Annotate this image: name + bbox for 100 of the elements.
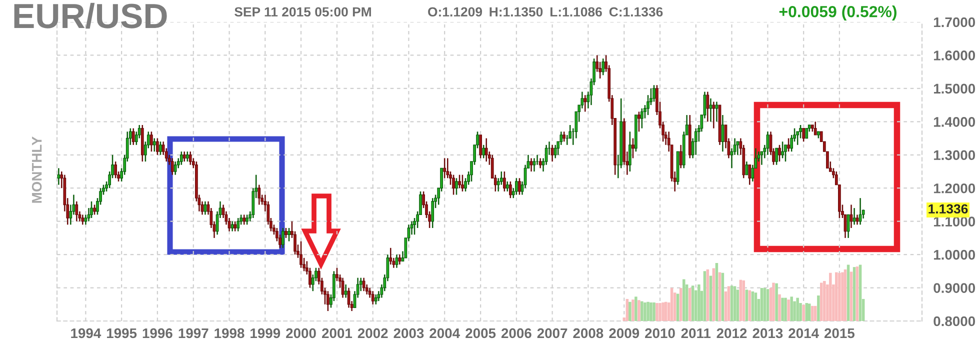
candlestick	[236, 217, 240, 232]
x-tick-label: 2012	[716, 328, 747, 338]
bar	[790, 296, 793, 321]
bar	[656, 303, 658, 321]
y-tick-label: 1.3000	[934, 150, 976, 160]
bar	[703, 271, 706, 321]
candlestick	[778, 144, 781, 162]
bar	[751, 291, 754, 321]
candlestick	[715, 101, 718, 122]
bar	[706, 269, 710, 321]
candlestick	[562, 131, 566, 142]
x-tick-label: 2008	[573, 328, 604, 338]
x-tick-label: 1996	[142, 328, 172, 338]
x-tick-label: 2001	[322, 328, 352, 338]
x-tick-label: 2003	[394, 328, 424, 338]
candlestick	[81, 214, 84, 226]
bar	[709, 276, 712, 321]
candlestick	[57, 168, 60, 186]
candlestick	[602, 58, 605, 76]
x-tick-label: 2010	[645, 328, 675, 338]
x-tick-label: 2000	[286, 328, 316, 338]
candlestick	[736, 140, 740, 156]
candlestick	[799, 124, 802, 139]
candlestick	[186, 150, 189, 162]
candlestick	[156, 138, 159, 156]
candlestick	[389, 247, 392, 266]
bar	[688, 288, 692, 321]
bar	[858, 264, 862, 321]
y-axis-title: MONTHLY	[32, 136, 42, 203]
bar	[775, 283, 778, 321]
candlestick	[170, 158, 174, 176]
x-tick-label: 2014	[788, 328, 819, 338]
candlestick	[479, 134, 482, 159]
candlestick	[802, 128, 806, 142]
bar	[787, 300, 790, 321]
bar	[670, 288, 674, 321]
candlestick	[640, 108, 644, 129]
bar	[796, 298, 799, 321]
bar	[730, 286, 734, 321]
bar	[766, 289, 770, 321]
candlestick	[443, 158, 446, 179]
candlestick	[258, 184, 261, 206]
candlestick	[775, 148, 778, 166]
candlestick	[482, 144, 486, 159]
text: SEP 11 2015 05:00 PM	[234, 7, 371, 17]
text: L:1.1086	[550, 7, 602, 17]
candlestick	[709, 98, 712, 122]
candlestick	[856, 214, 859, 226]
candlestick	[288, 227, 290, 242]
candlestick	[652, 84, 656, 102]
bar	[811, 306, 814, 321]
candlestick	[805, 128, 808, 139]
candlestick	[90, 200, 93, 219]
x-tick-label: 2002	[358, 328, 388, 338]
bar	[682, 279, 686, 321]
text: +0.0059 (0.52%)	[779, 6, 896, 20]
bar	[698, 284, 700, 321]
x-tick-label: 1999	[250, 328, 280, 338]
x-tick-label: 2004	[430, 328, 460, 338]
chart-title: EUR/USD	[14, 2, 167, 29]
text: O:1.1209	[428, 7, 482, 17]
candlestick	[180, 150, 183, 166]
candlestick	[246, 214, 248, 226]
bar	[802, 304, 805, 321]
bar	[644, 302, 646, 321]
candlestick	[560, 131, 563, 146]
bar	[784, 298, 787, 321]
bar	[691, 286, 694, 321]
candlestick	[787, 138, 790, 152]
bar	[664, 302, 668, 321]
candlestick	[532, 158, 536, 172]
bar	[634, 296, 638, 321]
bar	[805, 303, 808, 321]
candlestick	[712, 101, 716, 129]
bar	[754, 292, 758, 321]
bar	[846, 264, 850, 321]
x-tick-label: 1994	[71, 328, 102, 338]
x-tick-label: 1997	[178, 328, 208, 338]
candlestick	[506, 180, 509, 192]
candlestick	[530, 158, 533, 172]
bar	[835, 272, 838, 321]
candlestick	[706, 91, 710, 122]
candlestick	[132, 128, 135, 146]
bar	[739, 280, 742, 321]
bar	[781, 298, 784, 321]
y-tick-label: 1.2000	[934, 183, 976, 194]
candlestick	[628, 131, 632, 172]
candlestick	[75, 200, 78, 222]
candlestick	[152, 138, 156, 152]
candlestick	[852, 207, 856, 226]
candlestick	[395, 254, 398, 268]
candlestick	[781, 140, 784, 159]
bar	[856, 266, 859, 321]
y-tick-label: 0.9000	[934, 283, 976, 293]
candlestick	[484, 138, 488, 162]
y-tick-label: 1.7000	[934, 17, 976, 28]
bar	[676, 294, 680, 321]
bar	[823, 280, 826, 321]
bar	[820, 282, 823, 321]
candlestick	[814, 121, 817, 136]
